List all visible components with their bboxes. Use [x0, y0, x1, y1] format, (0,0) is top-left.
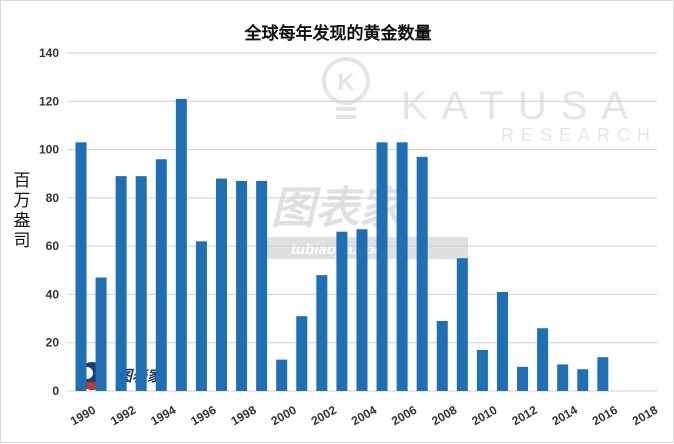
- bar-2009: [456, 258, 468, 391]
- bar-1996: [195, 241, 207, 391]
- bar-2003: [336, 231, 348, 391]
- y-tick-label: 120: [39, 94, 59, 108]
- x-tick-label: 2008: [429, 403, 459, 429]
- chart-title: 全球每年发现的黄金数量: [244, 24, 432, 44]
- x-tick-label: 2006: [389, 403, 419, 429]
- y-tick-label: 20: [46, 336, 60, 350]
- bar-2012: [517, 366, 529, 391]
- bar-1997: [215, 178, 227, 391]
- bar-1999: [256, 180, 268, 391]
- svg-text:K: K: [337, 69, 355, 96]
- bar-2014: [557, 364, 569, 391]
- bar-1998: [236, 180, 248, 391]
- x-tick-labels: 1990 1992 1994 1996 1998 2000 2002 2004 2006 2008…: [68, 403, 660, 429]
- bar-2016: [597, 357, 609, 391]
- bar-1994: [155, 159, 167, 391]
- svg-text:图表家: 图表家: [271, 183, 409, 234]
- bar-1990: [75, 142, 87, 391]
- x-tick-label: 1990: [68, 403, 98, 429]
- y-tick-label: 140: [39, 46, 59, 60]
- svg-text:RESEARCH: RESEARCH: [501, 125, 657, 145]
- y-tick-label: 80: [46, 191, 60, 205]
- y-tick-label: 0: [52, 384, 59, 398]
- bar-2007: [416, 156, 428, 391]
- y-axis-label: 百万盎司: [13, 171, 31, 251]
- x-tick-label: 2012: [509, 403, 539, 429]
- bar-2015: [577, 369, 589, 391]
- x-tick-label: 2000: [269, 403, 299, 429]
- x-tick-label: 2002: [309, 403, 339, 429]
- y-tick-label: 60: [46, 239, 60, 253]
- x-tick-label: 2010: [469, 403, 499, 429]
- x-tick-label: 2016: [590, 403, 620, 429]
- y-tick-label: 40: [46, 287, 60, 301]
- x-tick-label: 1992: [108, 403, 138, 429]
- y-tick-label: 100: [39, 143, 59, 157]
- svg-text:KATUSA: KATUSA: [401, 84, 642, 128]
- bar-2004: [356, 229, 368, 391]
- x-tick-label: 2018: [630, 403, 660, 429]
- bar-1993: [135, 176, 147, 391]
- bars: [75, 98, 609, 391]
- bar-2010: [476, 349, 488, 391]
- bar-1995: [175, 98, 187, 391]
- x-tick-label: 2004: [349, 403, 379, 429]
- bar-1991: [95, 277, 107, 391]
- x-tick-label: 1996: [188, 403, 218, 429]
- x-tick-label: 2014: [550, 403, 580, 429]
- bar-2005: [376, 142, 388, 391]
- bar-2013: [537, 328, 549, 391]
- bar-2002: [316, 275, 328, 391]
- bar-2008: [436, 320, 448, 391]
- bar-2000: [276, 359, 288, 391]
- watermark-katusa: K KATUSA RESEARCH: [322, 57, 657, 145]
- bar-2001: [296, 316, 308, 391]
- bar-1992: [115, 176, 127, 391]
- bar-2011: [496, 292, 508, 391]
- y-tick-labels: 0 20 40 60 80 100 120 140: [39, 46, 59, 398]
- x-tick-label: 1994: [148, 403, 178, 429]
- bar-2006: [396, 142, 408, 391]
- x-tick-label: 1998: [228, 403, 258, 429]
